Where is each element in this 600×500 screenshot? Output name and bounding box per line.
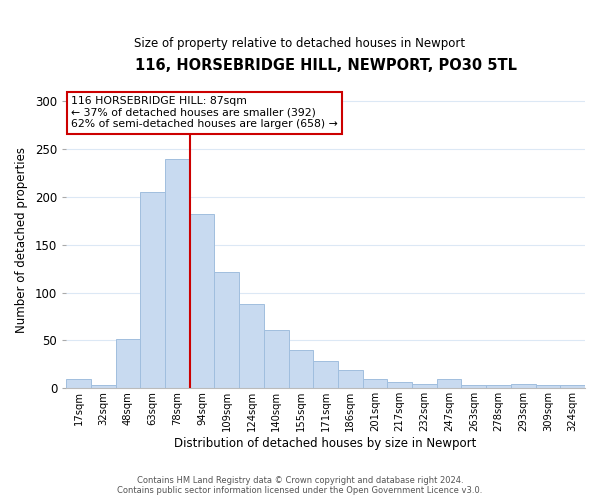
Bar (388, 382, 412, 388)
Text: Size of property relative to detached houses in Newport: Size of property relative to detached ho… (134, 38, 466, 51)
Bar (116, 338, 140, 388)
Bar (461, 386, 486, 388)
Bar (313, 360, 338, 388)
X-axis label: Distribution of detached houses by size in Newport: Distribution of detached houses by size … (175, 437, 477, 450)
Bar (486, 386, 511, 388)
Bar (214, 272, 239, 388)
Bar (511, 384, 536, 388)
Bar (289, 350, 313, 389)
Bar (140, 192, 165, 388)
Bar (66, 378, 91, 388)
Bar (412, 384, 437, 388)
Text: 116 HORSEBRIDGE HILL: 87sqm
← 37% of detached houses are smaller (392)
62% of se: 116 HORSEBRIDGE HILL: 87sqm ← 37% of det… (71, 96, 338, 130)
Bar (239, 304, 264, 388)
Bar (165, 158, 190, 388)
Y-axis label: Number of detached properties: Number of detached properties (15, 147, 28, 333)
Bar (190, 214, 214, 388)
Text: Contains HM Land Registry data © Crown copyright and database right 2024.
Contai: Contains HM Land Registry data © Crown c… (118, 476, 482, 495)
Bar (560, 386, 585, 388)
Bar (362, 378, 388, 388)
Bar (437, 378, 461, 388)
Bar (264, 330, 289, 388)
Title: 116, HORSEBRIDGE HILL, NEWPORT, PO30 5TL: 116, HORSEBRIDGE HILL, NEWPORT, PO30 5TL (134, 58, 517, 72)
Bar (91, 386, 116, 388)
Bar (536, 386, 560, 388)
Bar (338, 370, 362, 388)
